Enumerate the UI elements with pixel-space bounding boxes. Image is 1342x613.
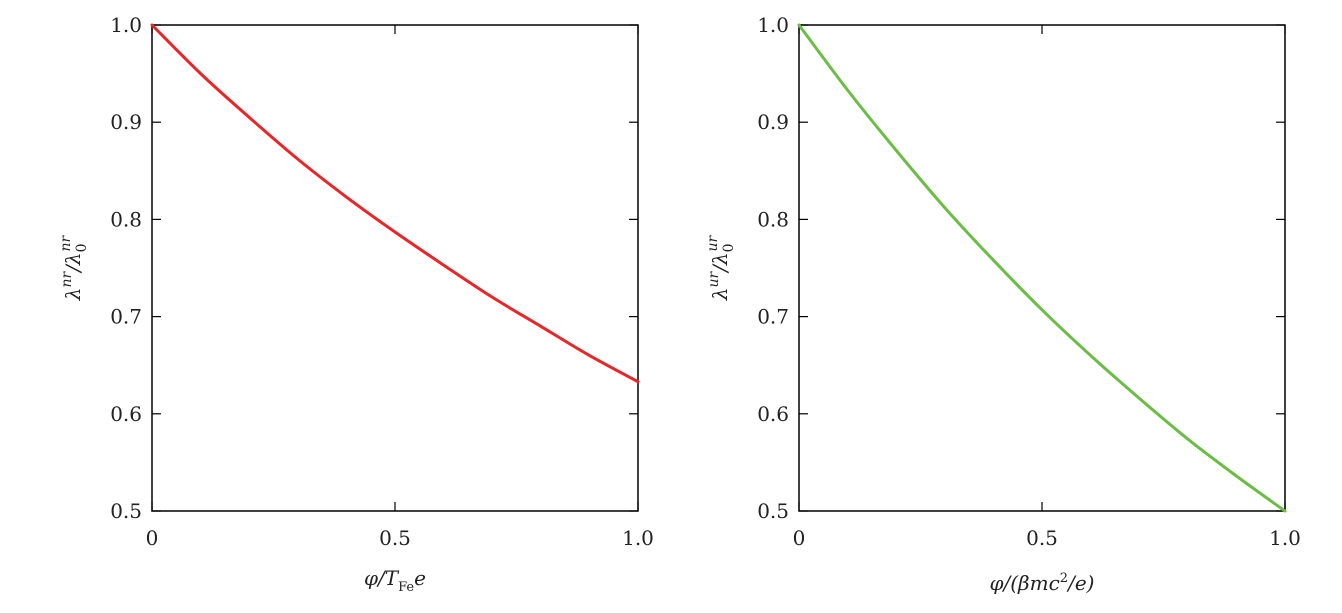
left-y-label-sup2: nr <box>58 234 74 251</box>
right-y-tick-label-0: 0.5 <box>757 499 789 523</box>
left-x-label-main: φ/T <box>364 566 400 590</box>
right-y-tick-label-5: 1.0 <box>757 13 789 37</box>
left-x-label-tail: e <box>414 566 426 590</box>
left-x-label-sub: Fe <box>398 580 414 595</box>
left-plot-y-axis-label: λnr/λ0nr <box>58 234 90 301</box>
left-x-tick-label-1: 0.5 <box>379 526 411 550</box>
right-x-label-sup: 2 <box>1060 571 1068 586</box>
left-x-tick-label-2: 1.0 <box>622 526 654 550</box>
right-x-tick-label-2: 1.0 <box>1269 526 1301 550</box>
left-y-tick-label-0: 0.5 <box>110 499 142 523</box>
right-plot-y-axis-label: λur/λ0ur <box>705 234 737 301</box>
right-y-tick-label-4: 0.9 <box>757 110 789 134</box>
left-y-label-main: λ <box>61 288 85 302</box>
left-plot: 0.50.60.70.80.91.00 0.5 1.0 φ/TFee λnr/λ0n… <box>58 13 654 595</box>
right-y-label-mid: /λ <box>708 252 732 273</box>
left-y-tick-label-3: 0.8 <box>110 207 142 231</box>
left-x-tick-label-0: 0 <box>146 526 159 550</box>
left-plot-frame <box>151 24 639 512</box>
right-plot: 0.50.60.70.80.91.00 0.5 1.0 φ/(βmc2/e) λur… <box>705 13 1301 595</box>
left-y-tick-label-5: 1.0 <box>110 13 142 37</box>
right-y-tick-label-1: 0.6 <box>757 402 789 426</box>
left-plot-ticks <box>151 24 639 512</box>
right-plot-tick-labels: 0.50.60.70.80.91.00 0.5 1.0 <box>757 13 1301 550</box>
right-y-label-sup2: ur <box>705 234 721 251</box>
right-x-label-tail: /e) <box>1066 571 1094 595</box>
left-y-tick-label-4: 0.9 <box>110 110 142 134</box>
left-plot-x-axis-label: φ/TFee <box>364 566 426 595</box>
left-plot-tick-labels: 0.50.60.70.80.91.00 0.5 1.0 <box>110 13 654 550</box>
left-y-tick-label-2: 0.7 <box>110 305 142 329</box>
right-plot-series-line <box>797 23 1287 513</box>
right-plot-ticks <box>798 24 1286 512</box>
right-y-label-sup1: ur <box>706 271 722 288</box>
right-x-tick-label-0: 0 <box>793 526 806 550</box>
right-y-tick-label-2: 0.7 <box>757 305 789 329</box>
right-y-label-sub2: 0 <box>721 243 737 252</box>
left-y-label-sub2: 0 <box>74 243 90 252</box>
right-plot-x-axis-label: φ/(βmc2/e) <box>990 571 1095 595</box>
left-y-tick-label-1: 0.6 <box>110 402 142 426</box>
right-y-tick-label-3: 0.8 <box>757 207 789 231</box>
left-y-label-mid: /λ <box>61 252 85 273</box>
right-y-label-main: λ <box>708 288 732 302</box>
left-y-label-sup1: nr <box>59 271 75 288</box>
left-plot-series-line <box>150 23 640 384</box>
right-plot-frame <box>798 24 1286 512</box>
right-x-label-main: φ/(βmc <box>990 571 1060 595</box>
right-x-tick-label-1: 0.5 <box>1026 526 1058 550</box>
